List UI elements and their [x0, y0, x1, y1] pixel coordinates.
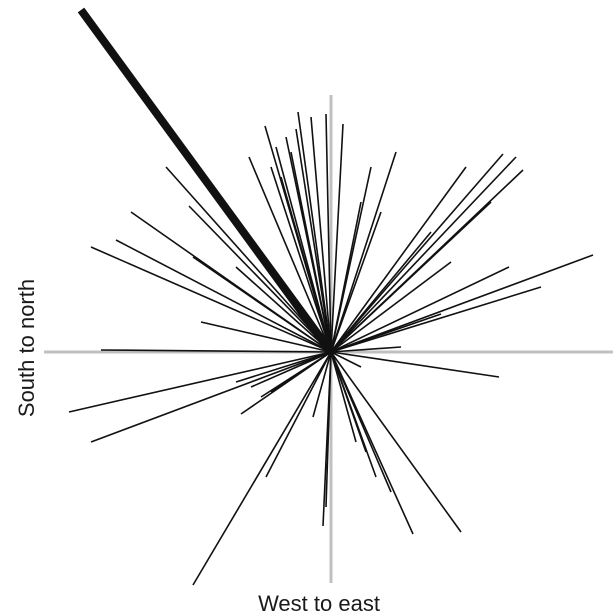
vector-rays: [68, 7, 594, 586]
vector-ray-58: [330, 351, 367, 453]
vector-ray-47: [270, 351, 332, 393]
vector-ray-10: [270, 166, 332, 353]
vector-ray-8: [295, 128, 332, 353]
vector-ray-56: [330, 351, 462, 533]
vector-ray-25: [330, 201, 362, 353]
vector-ray-23: [330, 151, 397, 353]
vector-ray-19: [192, 256, 332, 353]
vector-ray-35: [330, 266, 510, 353]
vector-ray-37: [330, 313, 442, 353]
vector-ray-13: [290, 151, 332, 353]
vector-ray-28: [330, 153, 504, 353]
vector-ray-38: [330, 346, 402, 353]
vector-ray-44: [250, 351, 332, 388]
vector-ray-27: [330, 166, 467, 353]
vector-ray-32: [330, 231, 432, 353]
vector-ray-1: [77, 7, 335, 355]
vector-ray-48: [265, 351, 332, 478]
vector-ray-51: [325, 351, 332, 508]
vector-ray-26: [330, 211, 382, 353]
vector-ray-9: [248, 156, 332, 353]
vector-ray-52: [312, 351, 332, 418]
vector-ray-42: [90, 351, 332, 443]
vector-ray-40: [330, 351, 362, 368]
vector-ray-4: [310, 116, 332, 353]
y-axis-label: South to north: [14, 279, 39, 417]
vector-ray-43: [235, 351, 332, 383]
vector-ray-21: [200, 321, 332, 353]
vector-ray-2: [330, 123, 344, 353]
vector-ray-36: [330, 286, 542, 353]
vector-ray-22: [100, 349, 332, 353]
x-axis-label: West to east: [258, 591, 380, 615]
vector-ray-55: [330, 351, 414, 535]
vector-ray-31: [330, 201, 492, 353]
vector-ray-15: [188, 205, 332, 353]
vector-ray-29: [330, 156, 517, 353]
vector-ray-49: [192, 351, 332, 586]
vector-ray-57: [330, 351, 357, 443]
vector-ray-41: [68, 351, 332, 413]
vector-ray-34: [330, 254, 594, 353]
vector-ray-33: [330, 261, 452, 353]
vector-ray-12: [275, 146, 332, 353]
vector-ray-14: [165, 166, 332, 353]
vector-ray-20: [235, 266, 332, 353]
vector-ray-18: [90, 246, 332, 353]
vector-ray-39: [330, 351, 500, 378]
vector-ray-3: [325, 113, 332, 353]
vector-ray-17: [115, 239, 332, 353]
